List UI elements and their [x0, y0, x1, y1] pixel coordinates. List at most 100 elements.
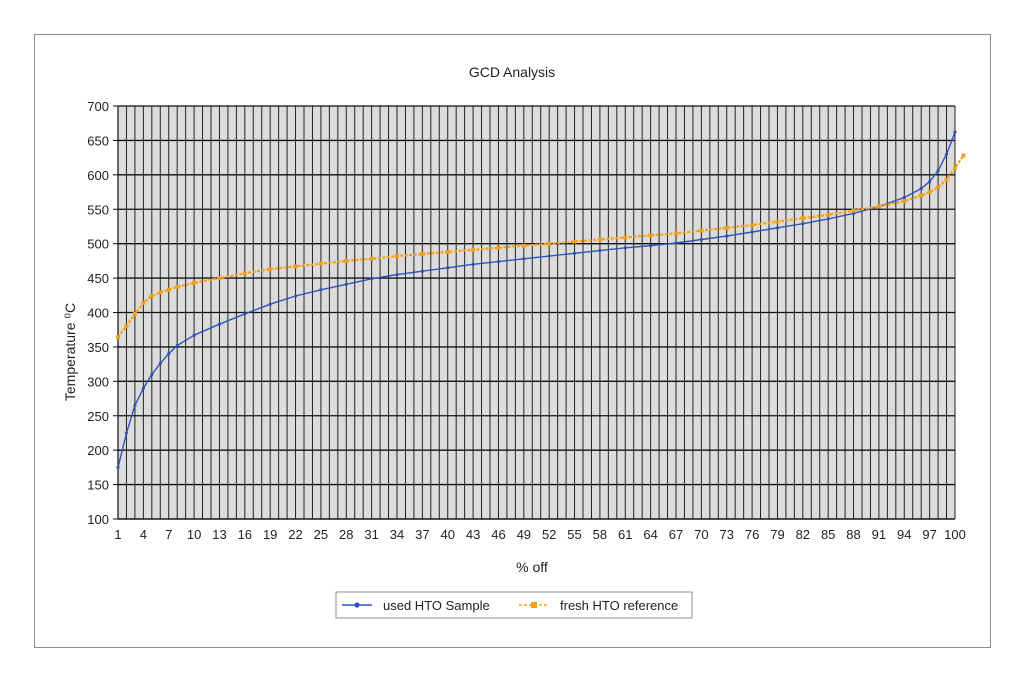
x-tick-label: 88 — [846, 527, 860, 542]
y-tick-label: 650 — [87, 133, 109, 148]
data-point — [242, 271, 247, 276]
data-point — [927, 190, 932, 195]
x-tick-label: 43 — [466, 527, 480, 542]
x-tick-label: 73 — [719, 527, 733, 542]
data-point — [116, 335, 120, 340]
y-tick-label: 700 — [87, 99, 109, 114]
y-tick-label: 250 — [87, 409, 109, 424]
y-tick-label: 400 — [87, 306, 109, 321]
data-point — [919, 193, 924, 198]
y-tick-label: 300 — [87, 374, 109, 389]
data-point — [597, 237, 602, 242]
x-tick-label: 4 — [140, 527, 147, 542]
data-point — [775, 226, 780, 230]
x-tick-label: 91 — [872, 527, 886, 542]
data-point — [522, 257, 526, 261]
data-point — [217, 276, 222, 281]
data-point — [801, 222, 805, 226]
legend-fresh-marker — [531, 602, 537, 608]
data-point — [953, 130, 957, 134]
x-tick-label: 40 — [440, 527, 454, 542]
legend: used HTO Sample fresh HTO reference — [335, 591, 693, 619]
data-point — [133, 403, 137, 408]
x-tick-label: 34 — [390, 527, 404, 542]
data-point — [826, 212, 831, 217]
data-point — [319, 288, 323, 292]
data-point — [496, 259, 501, 264]
data-point — [623, 246, 627, 250]
data-point — [471, 262, 475, 266]
data-point — [318, 261, 323, 266]
x-tick-label: 10 — [187, 527, 201, 542]
chart-frame: GCD Analysis 100 150 200 250 300 350 400 450 500… — [34, 34, 991, 648]
data-point — [158, 361, 162, 366]
y-tick-label: 550 — [87, 202, 109, 217]
y-tick-label: 500 — [87, 237, 109, 252]
data-point — [919, 187, 923, 191]
data-point — [167, 352, 171, 356]
x-tick-label: 79 — [770, 527, 784, 542]
data-point — [369, 256, 374, 261]
x-tick-label: 19 — [263, 527, 277, 542]
data-point — [826, 217, 830, 221]
data-point — [936, 169, 940, 173]
data-point — [928, 180, 932, 184]
axes: 100 150 200 250 300 350 400 450 500 550 600 650 700 1… — [87, 99, 966, 542]
x-tick-label: 37 — [415, 527, 429, 542]
data-point — [649, 244, 653, 248]
data-point — [124, 324, 129, 329]
data-point — [243, 312, 247, 316]
data-point — [547, 254, 551, 258]
data-point — [902, 198, 907, 203]
x-tick-label: 52 — [542, 527, 556, 542]
data-point — [623, 235, 628, 240]
data-point — [902, 195, 906, 200]
x-tick-label: 94 — [897, 527, 911, 542]
legend-used-marker — [354, 602, 360, 608]
data-point — [648, 233, 653, 238]
y-tick-label: 100 — [87, 512, 109, 527]
data-point — [674, 231, 678, 236]
x-tick-label: 28 — [339, 527, 353, 542]
data-point — [116, 465, 120, 469]
data-point — [124, 431, 129, 435]
x-tick-label: 16 — [238, 527, 252, 542]
legend-used-label: used HTO Sample — [383, 598, 490, 613]
data-point — [395, 273, 399, 277]
data-point — [750, 230, 754, 234]
data-point — [175, 285, 180, 290]
data-point — [293, 294, 298, 298]
data-point — [961, 153, 966, 158]
data-point — [150, 372, 154, 377]
data-point — [268, 302, 272, 306]
line-chart: GCD Analysis 100 150 200 250 300 350 400 450 500… — [62, 64, 966, 619]
x-tick-label: 100 — [944, 527, 966, 542]
x-tick-label: 13 — [212, 527, 226, 542]
data-point — [471, 247, 476, 252]
data-point — [420, 251, 425, 256]
data-point — [699, 237, 703, 242]
data-point — [936, 185, 941, 190]
x-tick-label: 85 — [821, 527, 835, 542]
x-tick-label: 58 — [593, 527, 607, 542]
x-tick-label: 7 — [165, 527, 172, 542]
data-point — [293, 264, 298, 269]
x-tick-label: 55 — [567, 527, 581, 542]
data-point — [141, 386, 145, 390]
data-point — [547, 241, 552, 246]
legend-box — [335, 591, 693, 619]
x-tick-label: 61 — [618, 527, 632, 542]
data-point — [344, 282, 348, 286]
x-tick-label: 25 — [314, 527, 328, 542]
x-tick-label: 49 — [517, 527, 531, 542]
chart-title: GCD Analysis — [469, 64, 555, 80]
x-tick-label: 22 — [288, 527, 302, 542]
data-point — [699, 228, 704, 233]
data-point — [141, 300, 146, 305]
data-point — [192, 280, 197, 285]
y-tick-label: 150 — [87, 478, 109, 493]
data-point — [344, 258, 349, 263]
x-tick-label: 31 — [364, 527, 378, 542]
data-point — [724, 225, 729, 230]
data-point — [944, 152, 949, 156]
